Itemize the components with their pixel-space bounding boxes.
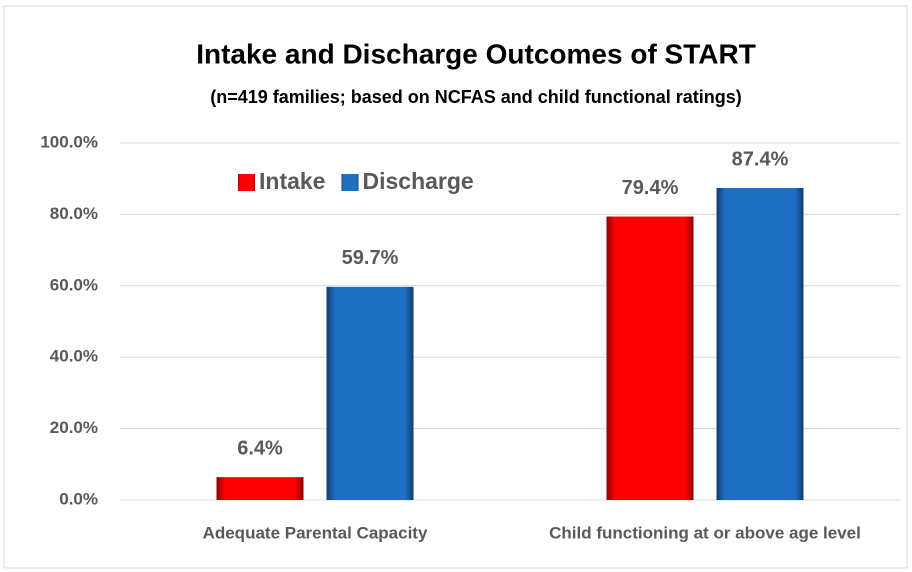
legend-label: Intake xyxy=(259,168,325,194)
y-tick-label: 60.0% xyxy=(50,275,98,294)
bar-bevel xyxy=(606,216,694,501)
y-tick-label: 20.0% xyxy=(50,418,98,437)
x-tick-label: Child functioning at or above age level xyxy=(549,523,861,542)
data-label: 59.7% xyxy=(342,247,399,269)
bar-bevel xyxy=(716,187,804,500)
data-label: 87.4% xyxy=(732,148,789,170)
y-tick-label: 40.0% xyxy=(50,347,98,366)
y-tick-label: 0.0% xyxy=(59,489,98,508)
bar-bevel xyxy=(326,286,414,500)
y-tick-label: 80.0% xyxy=(50,204,98,223)
x-tick-label: Adequate Parental Capacity xyxy=(203,523,428,542)
data-label: 79.4% xyxy=(622,177,679,199)
y-tick-label: 100.0% xyxy=(40,132,98,151)
legend-swatch-bevel xyxy=(341,174,359,191)
chart-title: Intake and Discharge Outcomes of START xyxy=(196,38,756,69)
bar-bevel xyxy=(216,477,304,500)
data-label: 6.4% xyxy=(237,437,283,459)
legend-label: Discharge xyxy=(362,168,473,194)
legend-swatch-bevel xyxy=(238,174,255,191)
chart-subtitle: (n=419 families; based on NCFAS and chil… xyxy=(210,87,742,107)
